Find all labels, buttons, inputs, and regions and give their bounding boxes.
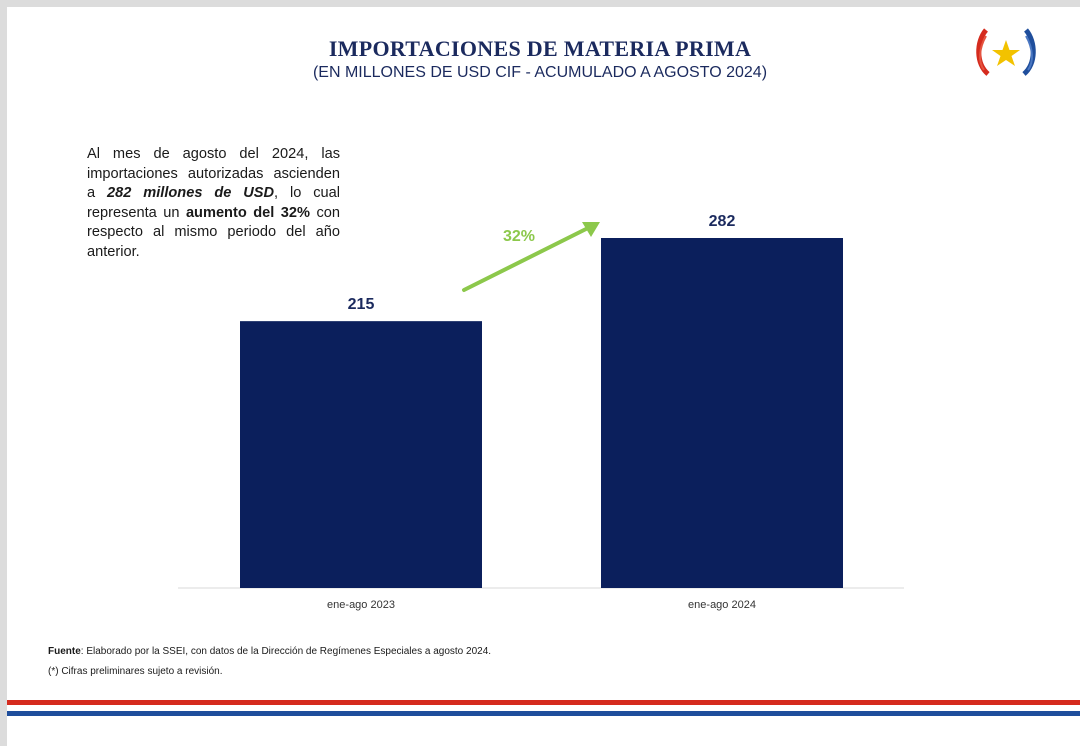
x-tick-label-2: ene-ago 2024 [688, 599, 756, 611]
flag-stripe-blue [7, 711, 1080, 716]
page-subtitle: (EN MILLONES DE USD CIF - ACUMULADO A AG… [312, 64, 768, 81]
growth-arrow-line [462, 225, 592, 292]
slide-page [7, 7, 1080, 746]
bar-1 [240, 321, 482, 588]
page-title: IMPORTACIONES DE MATERIA PRIMA [328, 36, 752, 61]
source-note: Fuente: Elaborado por la SSEI, con datos… [48, 646, 492, 657]
data-label-2: 282 [709, 213, 736, 230]
growth-arrow-head [582, 222, 600, 237]
coat-of-arms-icon [976, 28, 1036, 76]
summary-text: Al mes de agosto del 2024, las importaci… [87, 146, 340, 260]
bar-2 [601, 238, 843, 588]
flag-stripe-red [7, 700, 1080, 705]
flag-stripe-white [7, 705, 1080, 711]
growth-label: 32% [503, 228, 535, 245]
data-label-1: 215 [348, 296, 375, 313]
preliminary-note: (*) Cifras preliminares sujeto a revisió… [48, 666, 223, 677]
x-tick-label-1: ene-ago 2023 [327, 599, 395, 611]
